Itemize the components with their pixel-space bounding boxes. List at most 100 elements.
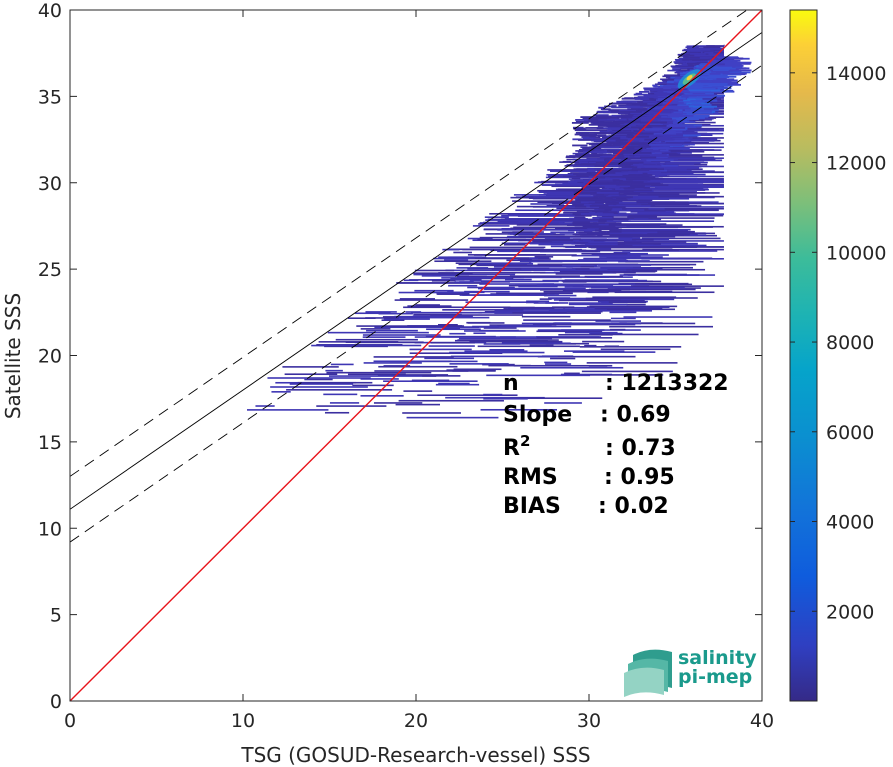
density-streak <box>394 316 490 319</box>
density-streak <box>510 227 525 230</box>
density-streak <box>503 243 526 246</box>
density-streak <box>527 241 589 244</box>
density-streak <box>660 119 688 122</box>
density-streak <box>507 235 530 238</box>
density-streak <box>282 366 339 368</box>
density-streak <box>714 73 742 76</box>
density-streak <box>608 204 623 207</box>
density-streak <box>424 357 475 360</box>
density-streak <box>453 251 472 254</box>
stat-value: : 0.73 <box>605 436 676 461</box>
density-streak <box>580 116 597 118</box>
density-streak <box>575 119 588 121</box>
density-streak <box>628 185 724 187</box>
y-axis: 0 5 10 15 20 25 30 35 40 <box>38 0 762 713</box>
density-streak <box>566 374 664 376</box>
density-streak <box>354 312 391 315</box>
density-streak <box>652 126 673 129</box>
density-streak <box>619 142 648 145</box>
density-streak <box>573 173 590 175</box>
density-streak <box>442 309 524 311</box>
density-streak <box>543 290 646 293</box>
density-streak <box>378 365 458 368</box>
density-streak <box>546 173 590 176</box>
density-streak <box>550 357 576 360</box>
density-streak <box>615 188 644 191</box>
density-streak <box>588 161 596 164</box>
density-streak <box>324 411 350 414</box>
y-tick-label: 5 <box>50 605 62 627</box>
density-streak <box>557 284 614 286</box>
density-streak <box>608 109 634 111</box>
density-streak <box>637 169 650 172</box>
colorbar <box>790 10 817 701</box>
density-streak <box>657 175 724 178</box>
density-streak <box>600 348 671 351</box>
density-streak <box>577 181 584 183</box>
density-streak <box>496 292 573 295</box>
density-streak <box>395 403 441 406</box>
density-streak <box>497 271 546 274</box>
density-streak <box>627 157 641 160</box>
density-streak <box>612 208 623 210</box>
density-streak <box>556 207 616 210</box>
density-streak <box>595 320 641 322</box>
density-streak <box>634 218 649 220</box>
y-tick-label: 15 <box>38 432 62 454</box>
density-streak <box>704 64 716 67</box>
density-streak <box>442 327 460 329</box>
density-streak <box>643 87 657 90</box>
density-streak <box>533 302 569 304</box>
density-streak <box>504 218 588 220</box>
density-streak <box>467 267 550 270</box>
density-streak <box>587 227 605 230</box>
density-streak <box>529 344 554 347</box>
density-streak <box>593 114 609 117</box>
density-streak <box>653 142 663 145</box>
density-streak <box>587 232 610 235</box>
density-streak <box>598 227 617 230</box>
density-streak <box>595 116 620 119</box>
regression-line <box>70 32 762 510</box>
density-streak <box>572 351 656 353</box>
density-streak <box>572 203 596 206</box>
density-streak <box>701 79 708 82</box>
density-streak <box>600 267 657 269</box>
density-streak <box>623 187 635 190</box>
density-streak <box>617 132 643 135</box>
density-streak <box>446 248 544 251</box>
density-streak <box>718 69 752 72</box>
density-streak <box>267 377 371 379</box>
density-streak <box>568 302 613 304</box>
density-streak <box>658 195 724 198</box>
density-streak <box>599 218 629 221</box>
density-streak <box>705 70 730 73</box>
density-streak <box>664 137 689 140</box>
density-streak <box>589 332 623 335</box>
density-streak <box>564 372 580 375</box>
density-streak <box>365 317 399 319</box>
colorbar-tick-label: 4000 <box>826 512 874 534</box>
density-streak <box>546 193 584 195</box>
density-streak <box>593 181 617 184</box>
density-streak <box>639 91 650 93</box>
density-streak <box>544 402 582 404</box>
density-streak <box>572 213 581 216</box>
density-streak <box>394 315 433 318</box>
density-streak <box>610 175 643 178</box>
density-streak <box>618 228 691 231</box>
density-streak <box>448 284 478 287</box>
density-streak <box>347 317 376 320</box>
density-streak <box>627 108 639 111</box>
density-streak <box>632 238 654 241</box>
density-streak <box>381 319 405 321</box>
density-streak <box>555 273 603 275</box>
density-streak <box>571 161 631 164</box>
density-streak <box>604 157 632 160</box>
density-streak <box>316 405 387 407</box>
density-streak <box>479 222 564 224</box>
density-streak <box>623 240 724 242</box>
density-streak <box>659 147 690 150</box>
density-streak <box>480 280 559 283</box>
density-streak <box>657 149 722 151</box>
